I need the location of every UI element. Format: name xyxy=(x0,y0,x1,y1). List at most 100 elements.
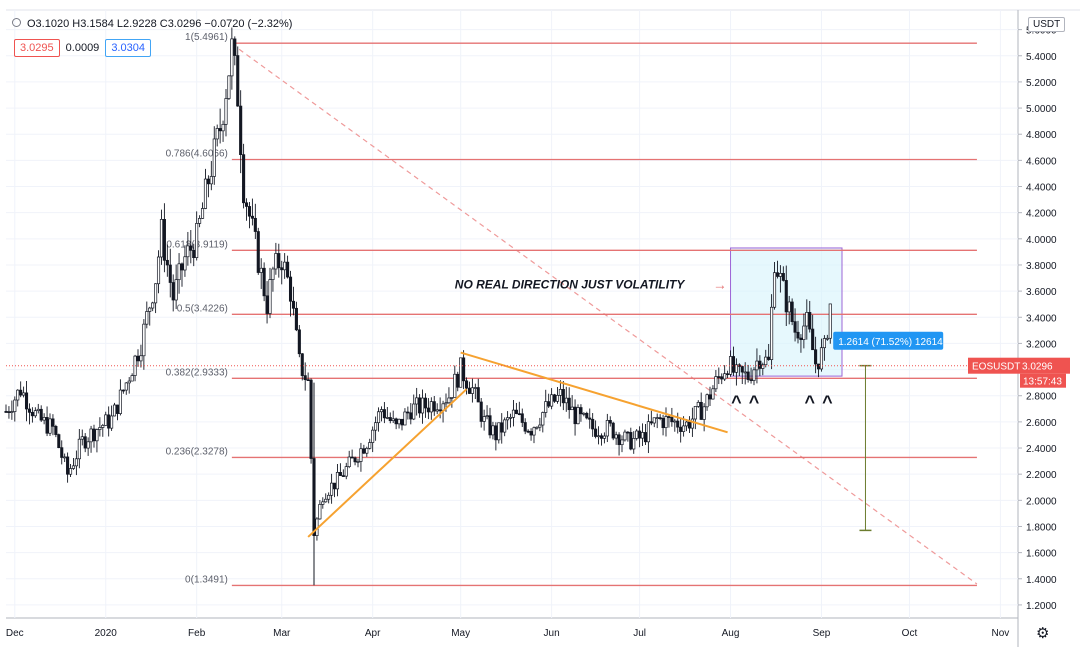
candle-body xyxy=(805,312,809,327)
candle-body xyxy=(406,411,410,414)
candle-body xyxy=(156,256,161,285)
candle-body xyxy=(189,245,193,251)
candle-body xyxy=(514,409,518,415)
candle-body xyxy=(670,417,674,423)
candle-body xyxy=(555,394,560,402)
candle-body xyxy=(63,456,67,459)
ohlc-legend: O3.1020 H3.1584 L2.9228 C3.0296 −0.0720 … xyxy=(12,18,292,30)
candle-body xyxy=(365,447,369,454)
candle-body xyxy=(127,380,131,384)
candle-body xyxy=(107,414,111,429)
sell-button[interactable]: 3.0295 xyxy=(14,39,60,57)
candle-body xyxy=(98,427,102,430)
candle-body xyxy=(13,399,17,412)
candle-body xyxy=(684,421,689,427)
candle-body xyxy=(506,417,510,421)
candle-body xyxy=(479,401,483,422)
candle-body xyxy=(338,472,342,476)
candle-body xyxy=(529,431,533,436)
volatility-annotation: NO REAL DIRECTION JUST VOLATILITY xyxy=(455,278,686,292)
candle-body xyxy=(470,387,474,394)
candle-body xyxy=(209,176,213,185)
y-tick-label: 1.4000 xyxy=(1026,575,1057,586)
x-tick-label: Oct xyxy=(902,628,918,639)
candle-body xyxy=(661,418,665,429)
candle-body xyxy=(503,419,507,433)
visibility-dot-icon[interactable] xyxy=(12,18,21,27)
fib-level-label: 1(5.4961) xyxy=(185,32,228,43)
candle-body xyxy=(171,282,175,301)
candle-body xyxy=(200,208,205,219)
candle-body xyxy=(224,98,228,125)
candle-body xyxy=(796,331,800,339)
buy-button[interactable]: 3.0304 xyxy=(105,39,151,57)
gear-icon[interactable]: ⚙ xyxy=(1036,625,1050,642)
candle-body xyxy=(347,456,351,467)
candle-body xyxy=(602,435,606,439)
candle-body xyxy=(409,412,413,420)
candle-body xyxy=(247,206,252,217)
candle-body xyxy=(708,394,712,400)
candle-body xyxy=(215,128,219,140)
trendline-down xyxy=(460,351,728,434)
candle-body xyxy=(174,279,178,301)
candle-body xyxy=(324,498,328,503)
candle-body xyxy=(476,387,480,403)
candle-body xyxy=(321,501,325,505)
candle-body xyxy=(80,436,84,440)
fib-level-label: 0(1.3491) xyxy=(185,574,228,585)
candle-body xyxy=(746,371,750,380)
candle-body xyxy=(781,273,785,281)
candle-body xyxy=(356,461,360,463)
candle-body xyxy=(112,404,117,417)
candle-body xyxy=(453,373,457,398)
candle-body xyxy=(532,427,536,436)
candle-body xyxy=(48,418,52,434)
candle-body xyxy=(68,468,73,475)
candle-body xyxy=(353,457,357,463)
candle-body xyxy=(772,272,777,308)
candle-body xyxy=(784,280,788,313)
y-tick-label: 3.2000 xyxy=(1026,339,1057,350)
candle-body xyxy=(218,128,222,132)
candle-body xyxy=(564,397,568,404)
x-tick-label: Jun xyxy=(544,628,560,639)
candle-body xyxy=(596,435,601,438)
y-tick-label: 4.6000 xyxy=(1026,156,1057,167)
candle-body xyxy=(511,409,516,418)
candle-body xyxy=(585,412,589,419)
currency-button[interactable]: USDT xyxy=(1028,17,1066,32)
candle-body xyxy=(180,263,184,271)
candle-body xyxy=(447,397,451,404)
candle-body xyxy=(24,392,29,410)
candle-body xyxy=(74,458,78,467)
candle-body xyxy=(300,353,304,376)
candle-body xyxy=(195,223,199,259)
candle-body xyxy=(382,409,386,419)
candle-body xyxy=(811,328,815,351)
x-tick-label: Sep xyxy=(813,628,831,639)
candle-body xyxy=(676,420,680,428)
candle-body xyxy=(775,272,780,277)
candle-body xyxy=(488,415,492,436)
candle-body xyxy=(89,428,93,443)
candle-body xyxy=(808,312,812,330)
candle-body xyxy=(236,55,240,107)
candle-body xyxy=(822,338,826,349)
x-tick-label: 2020 xyxy=(95,628,118,639)
candle-body xyxy=(265,295,269,314)
candle-body xyxy=(561,389,565,404)
candle-body xyxy=(550,394,554,407)
candle-body xyxy=(359,448,363,462)
candle-body xyxy=(614,434,618,439)
candle-body xyxy=(121,389,125,392)
candle-body xyxy=(690,418,694,429)
candle-body xyxy=(242,154,246,204)
candle-body xyxy=(385,417,389,419)
candle-body xyxy=(640,432,645,439)
candle-body xyxy=(412,403,416,420)
candle-body xyxy=(60,447,64,458)
candle-body xyxy=(92,428,96,442)
